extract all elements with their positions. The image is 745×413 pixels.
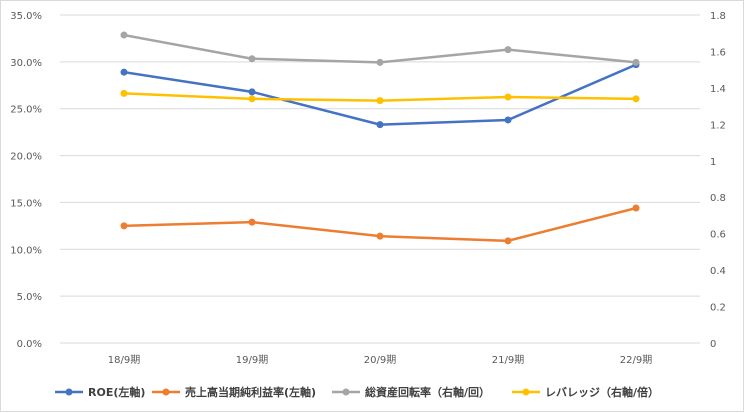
y-right-tick-label: 0: [710, 339, 716, 350]
data-point: [376, 97, 384, 105]
y-right-tick-label: 0.6: [710, 230, 726, 241]
legend-swatch-marker: [342, 388, 350, 396]
data-point: [120, 89, 128, 97]
data-point: [376, 232, 384, 240]
y-right-tick-label: 1: [710, 157, 716, 168]
data-point: [248, 88, 256, 96]
data-point: [632, 204, 640, 212]
legend-label: ROE(左軸): [88, 385, 145, 399]
y-right-tick-label: 1.6: [710, 47, 726, 58]
series-line-1: [123, 63, 637, 126]
y-left-tick-label: 25.0%: [10, 105, 42, 116]
y-left-tick-label: 20.0%: [10, 152, 42, 163]
y-left-tick-label: 30.0%: [10, 58, 42, 69]
series-line-3: [123, 33, 637, 64]
legend-label: 総資産回転率（右軸/回）: [365, 385, 490, 399]
data-point: [632, 58, 640, 66]
data-point: [120, 31, 128, 39]
data-point: [248, 218, 256, 226]
data-point: [248, 95, 256, 103]
x-tick-label: 22/9期: [620, 354, 652, 366]
legend-swatch-marker: [162, 388, 170, 396]
legend-swatch-marker: [65, 388, 73, 396]
y-left-tick-label: 0.0%: [17, 339, 42, 350]
y-right-tick-label: 1.4: [710, 84, 726, 95]
data-point: [632, 95, 640, 103]
data-point: [120, 68, 128, 76]
data-point: [376, 121, 384, 129]
x-tick-label: 21/9期: [492, 354, 524, 366]
data-point: [120, 222, 128, 230]
y-right-tick-label: 0.2: [710, 303, 726, 314]
x-tick-label: 18/9期: [108, 354, 140, 366]
data-point: [376, 58, 384, 66]
data-point: [504, 237, 512, 245]
data-point: [504, 93, 512, 101]
legend-label: レバレッジ（右軸/倍）: [545, 385, 659, 399]
data-point: [248, 55, 256, 63]
y-right-tick-label: 1.8: [710, 11, 726, 22]
x-tick-label: 19/9期: [236, 354, 268, 366]
legend-swatch-marker: [522, 388, 530, 396]
x-tick-label: 20/9期: [364, 354, 396, 366]
legend-label: 売上高当期純利益率(左軸): [185, 385, 316, 399]
y-left-tick-label: 10.0%: [10, 245, 42, 256]
data-point: [504, 116, 512, 124]
y-right-tick-label: 1.2: [710, 120, 726, 131]
y-left-tick-label: 15.0%: [10, 198, 42, 209]
y-right-tick-label: 0.4: [710, 266, 726, 277]
y-right-tick-label: 0.8: [710, 193, 726, 204]
y-left-tick-label: 5.0%: [17, 292, 42, 303]
y-left-tick-label: 35.0%: [10, 11, 42, 22]
data-point: [504, 46, 512, 54]
